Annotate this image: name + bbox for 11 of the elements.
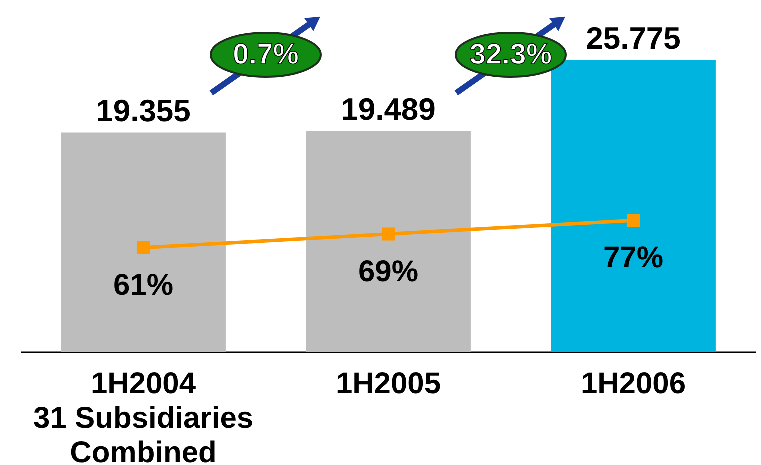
data-label: 25.775 [586, 21, 681, 56]
annotation: 32.3% [470, 39, 552, 71]
x-tick-label: 1H2004 31 Subsidiaries Combined [33, 368, 254, 465]
data-label: 61% [113, 268, 174, 302]
data-label: 77% [603, 242, 664, 275]
data-label: 19.489 [341, 92, 436, 128]
x-tick-label: 1H2005 [336, 368, 442, 400]
data-label: 19.355 [96, 94, 191, 129]
data-label: 69% [358, 255, 419, 288]
annotation: 0.7% [232, 39, 300, 71]
x-tick-label: 1H2006 [580, 368, 686, 400]
